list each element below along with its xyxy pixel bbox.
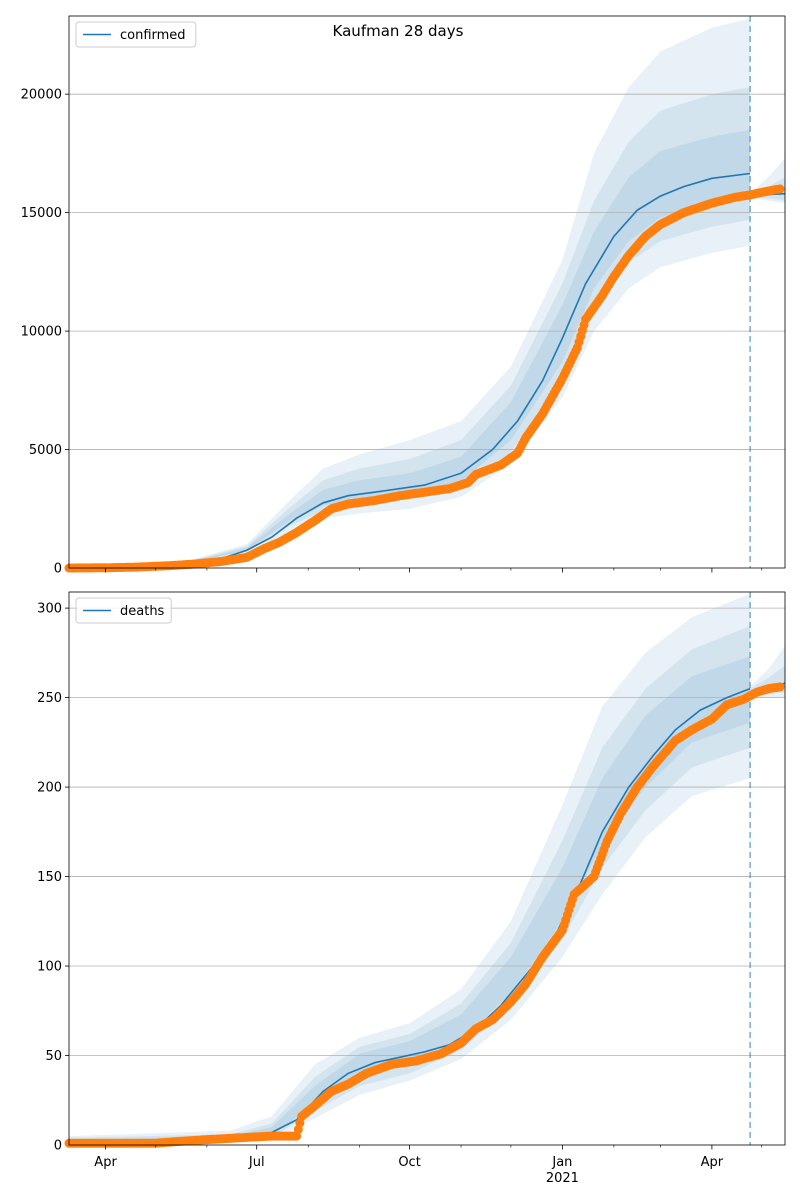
y-tick-label: 20000	[21, 88, 62, 103]
y-tick-label: 10000	[21, 325, 62, 340]
y-tick-label: 50	[45, 1049, 62, 1064]
axes-frame	[68, 591, 786, 1146]
legend-label: confirmed	[120, 28, 186, 43]
x-tick-label: Jan	[551, 1155, 572, 1170]
x-tick-sublabel: 2021	[546, 1171, 579, 1186]
y-tick-label: 5000	[29, 443, 62, 458]
x-tick-label: Apr	[701, 1155, 724, 1170]
x-tick-label: Apr	[94, 1155, 117, 1170]
y-tick-label: 300	[37, 602, 62, 617]
y-tick-label: 150	[37, 870, 62, 885]
y-tick-label: 250	[37, 691, 62, 706]
confirmed-panel: 0 5000 10000 15000 20000 confirmed	[21, 15, 786, 577]
chart-title: Kaufman 28 days	[333, 22, 464, 40]
y-tick-label: 100	[37, 960, 62, 975]
legend-box	[75, 597, 172, 624]
confidence-band-2	[69, 129, 751, 568]
confidence-band-2	[69, 656, 751, 1144]
x-tick-label: Jul	[248, 1155, 265, 1170]
y-tick-label: 0	[54, 1139, 62, 1154]
observed-point	[775, 682, 785, 692]
confidence-band-1	[69, 626, 751, 1145]
y-tick-label: 0	[54, 562, 62, 577]
legend: confirmed	[75, 21, 197, 48]
observed-points	[64, 682, 785, 1148]
x-tick-label: Oct	[398, 1155, 420, 1170]
y-tick-label: 15000	[21, 206, 62, 221]
axes-frame	[68, 15, 786, 569]
legend-box	[75, 21, 197, 48]
observed-point	[775, 184, 785, 194]
confidence-band-0	[69, 18, 751, 568]
legend-label: deaths	[120, 604, 165, 619]
model-line	[68, 172, 751, 569]
legend: deaths	[75, 597, 172, 624]
confidence-band-0	[69, 593, 751, 1145]
y-tick-label: 200	[37, 781, 62, 796]
confidence-band-1	[69, 87, 751, 568]
observed-points	[64, 184, 785, 573]
